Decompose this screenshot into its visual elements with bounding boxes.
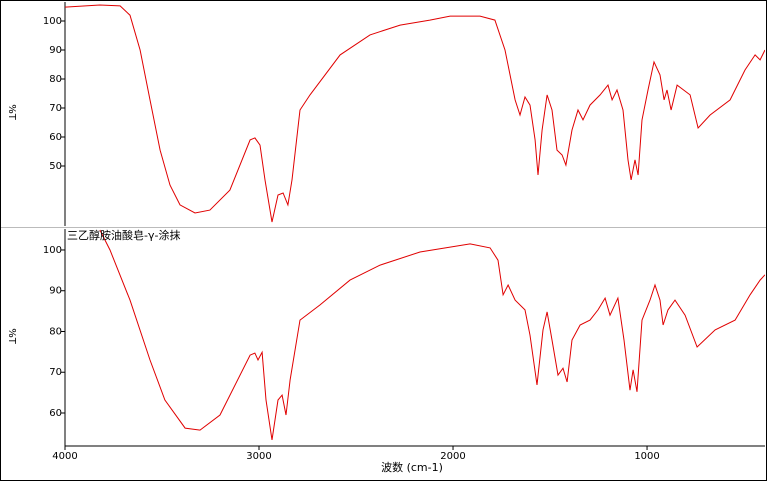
x-tick-label: 4000 <box>52 451 77 462</box>
x-tick-label: 2000 <box>440 451 465 462</box>
sample-name: 三乙醇胺油酸皂-γ-涂抹 <box>67 228 180 242</box>
y-tick-label: 70 <box>49 103 62 114</box>
y-tick-label: 100 <box>43 245 62 256</box>
x-tick-label: 1000 <box>634 451 659 462</box>
x-tick-label: 3000 <box>246 451 271 462</box>
x-axis-label: 波数 (cm-1) <box>381 461 443 474</box>
y-tick-label: 80 <box>49 326 62 337</box>
spectrum-line <box>65 4 765 223</box>
y-tick-label: 90 <box>49 286 62 297</box>
y-tick-label: 60 <box>49 408 62 419</box>
y-tick-label: 90 <box>49 45 62 56</box>
y-tick-label: 100 <box>43 16 62 27</box>
panel-background <box>1 226 766 480</box>
y-axis-label: %T <box>6 104 17 121</box>
y-tick-label: 50 <box>49 161 62 172</box>
spectrum-line <box>99 229 765 440</box>
y-axis-label: %T <box>6 328 17 345</box>
y-tick-label: 60 <box>49 132 62 143</box>
y-tick-label: 80 <box>49 74 62 85</box>
y-tick-label: 70 <box>49 367 62 378</box>
